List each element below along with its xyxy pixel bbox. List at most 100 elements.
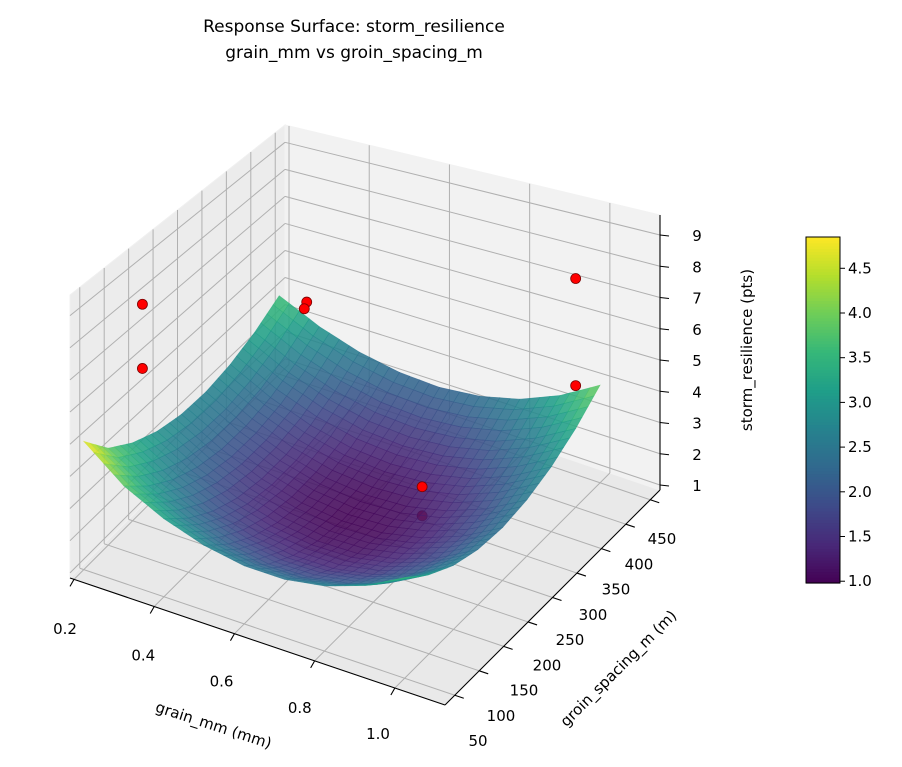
grid-line-z-back <box>284 277 661 392</box>
colorbar-segment <box>806 303 840 307</box>
grid-line-y-floor <box>79 567 455 696</box>
colorbar-segment <box>806 565 840 570</box>
z-tick-mark <box>659 328 670 331</box>
y-tick-mark <box>576 572 587 577</box>
x-tick-label: 0.8 <box>288 699 312 717</box>
colorbar-segment <box>806 323 840 327</box>
colorbar-segment <box>806 536 840 541</box>
colorbar-tick-label: 3.0 <box>848 393 872 411</box>
colorbar-segment <box>806 317 840 322</box>
colorbar-segment <box>806 484 840 489</box>
colorbar-segment <box>806 291 840 296</box>
y-tick-mark <box>454 694 464 699</box>
colorbar-segment <box>806 332 840 336</box>
y-tick-label: 450 <box>648 530 677 548</box>
y-tick-mark <box>552 596 562 602</box>
z-tick-label: 5 <box>692 352 702 370</box>
y-tick-mark <box>527 621 538 626</box>
colorbar-segment <box>806 427 840 431</box>
colorbar-segment <box>806 545 840 549</box>
x-tick-label: 0.6 <box>210 673 234 691</box>
colorbar-segment <box>806 453 840 457</box>
colorbar-segment <box>806 502 840 506</box>
colorbar-segment <box>806 271 840 276</box>
colorbar-segment <box>806 539 840 544</box>
colorbar-segment <box>806 335 840 339</box>
colorbar-segment <box>806 389 840 394</box>
z-tick-label: 3 <box>692 415 702 433</box>
colorbar-segment <box>806 493 840 498</box>
colorbar-segment <box>806 288 840 293</box>
colorbar-segment <box>806 343 840 348</box>
colorbar-segment <box>806 508 840 512</box>
colorbar-segment <box>806 447 840 451</box>
colorbar-segment <box>806 366 840 371</box>
colorbar-segment <box>806 363 840 368</box>
y-tick-mark <box>479 670 489 675</box>
axis-lines <box>69 215 670 706</box>
colorbar-segment <box>806 274 840 278</box>
colorbar-segment <box>806 510 840 515</box>
colorbar-segment <box>806 260 840 264</box>
colorbar-segment <box>806 516 840 521</box>
colorbar-segment <box>806 280 840 284</box>
colorbar-segment <box>806 320 840 325</box>
colorbar-segment <box>806 268 840 273</box>
colorbar-segment <box>806 476 840 480</box>
z-tick-mark <box>659 265 670 268</box>
x-tick-label: 0.2 <box>53 620 77 638</box>
tick-labels: 0.20.40.60.81.0 5010015020025030035040045… <box>53 227 702 750</box>
colorbar-segment <box>806 418 840 423</box>
grid-line-z-back <box>284 168 661 267</box>
colorbar-segment <box>806 349 840 353</box>
colorbar-segment <box>806 444 840 449</box>
colorbar-segment <box>806 533 840 538</box>
grid-line-z-back <box>284 222 661 330</box>
colorbar-segment <box>806 378 840 382</box>
colorbar-segment <box>806 548 840 552</box>
colorbar-segment <box>806 574 840 578</box>
y-tick-label: 350 <box>602 581 631 599</box>
colorbar-segment <box>806 262 840 267</box>
colorbar-segment <box>806 329 840 333</box>
colorbar-segment <box>806 401 840 405</box>
colorbar-segment <box>806 441 840 446</box>
colorbar-segment <box>806 369 840 374</box>
colorbar-segment <box>806 306 840 310</box>
chart-title: Response Surface: storm_resilience <box>203 17 505 37</box>
grid-line-z-left <box>69 277 286 477</box>
colorbar-segment <box>806 381 840 385</box>
z-tick-mark <box>659 453 670 456</box>
scatter-point <box>137 363 148 374</box>
z-tick-label: 4 <box>692 383 702 401</box>
colorbar-segment <box>806 326 840 330</box>
colorbar-segment <box>806 415 840 420</box>
colorbar-segment <box>806 450 840 454</box>
colorbar-segment <box>806 294 840 299</box>
colorbar-segment <box>806 499 840 503</box>
colorbar-segment <box>806 577 840 581</box>
colorbar-segment <box>806 277 840 281</box>
y-tick-mark <box>601 548 611 553</box>
colorbar-segment <box>806 479 840 483</box>
colorbar-tick-label: 4.0 <box>848 304 872 322</box>
colorbar-tick-label: 2.0 <box>848 483 872 501</box>
z-tick-mark <box>659 421 670 425</box>
grid-line-z-left <box>69 141 286 316</box>
colorbar-tick-label: 1.0 <box>848 572 872 590</box>
colorbar-segment <box>806 404 840 408</box>
colorbar-segment <box>806 568 840 573</box>
x-axis-line <box>69 577 446 706</box>
colorbar-segment <box>806 438 840 443</box>
colorbar-segment <box>806 571 840 575</box>
y-tick-mark <box>625 523 635 528</box>
colorbar-segment <box>806 412 840 417</box>
y-tick-label: 100 <box>487 707 516 725</box>
x-tick-mark <box>69 579 75 587</box>
grid-line-z-left <box>69 196 286 381</box>
colorbar-segment <box>806 358 840 362</box>
x-axis-label: grain_mm (mm) <box>153 698 274 753</box>
colorbar: 1.0 1.5 2.0 2.5 3.0 3.5 4.0 4.5 <box>805 236 872 590</box>
colorbar-segment <box>806 237 840 241</box>
colorbar-segment <box>806 551 840 555</box>
